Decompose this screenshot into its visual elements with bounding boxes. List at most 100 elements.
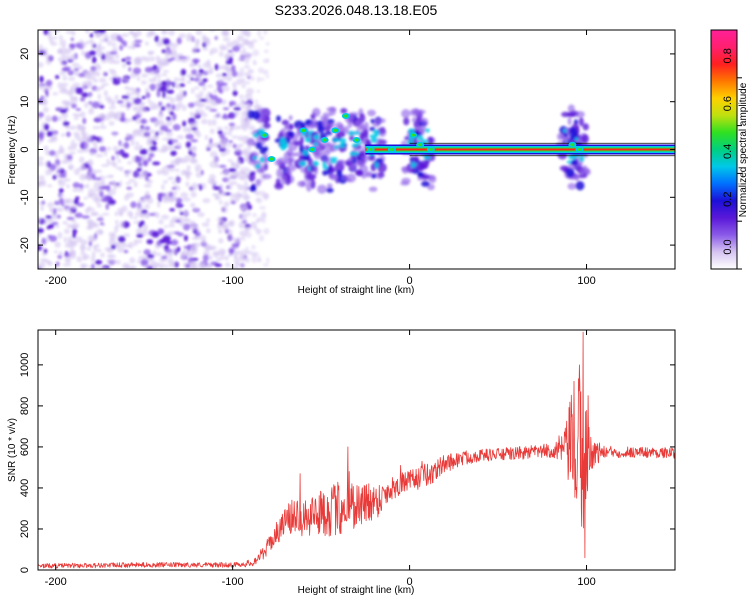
spectrogram-blob <box>222 85 230 92</box>
spectrogram-blob <box>202 78 208 83</box>
hot-spot-core <box>301 128 306 132</box>
spectrogram-signal-lane <box>260 113 675 163</box>
spectrogram-blob <box>148 129 156 134</box>
spectrogram-blob <box>165 95 172 100</box>
spectrogram-blob <box>235 197 240 203</box>
spectrogram-blob <box>136 110 141 115</box>
spectrogram-blob <box>581 167 591 174</box>
spectrogram-blob <box>284 158 293 165</box>
spectrogram-blob <box>92 70 99 77</box>
spectrogram-blob <box>91 101 100 109</box>
spectrogram-blob <box>78 72 85 78</box>
spectrogram-blob <box>73 116 79 121</box>
spectrogram-blob <box>224 255 229 261</box>
spectrogram-blob <box>421 117 429 127</box>
spectrogram-blob <box>58 172 67 178</box>
spectrogram-blob <box>210 47 219 54</box>
spectrogram-blob <box>204 40 211 47</box>
spectrogram-blob <box>125 265 134 269</box>
spectrogram-blob <box>209 160 218 169</box>
spectrogram-blob <box>119 44 124 51</box>
spectrogram-blob <box>45 215 53 219</box>
spectrogram-blob <box>157 78 162 83</box>
spectrogram-blob <box>249 151 259 158</box>
spectrogram-blob <box>175 93 184 101</box>
spectrogram-blob <box>325 143 335 153</box>
spectrogram-blob <box>58 71 67 76</box>
spectrogram-blob <box>229 219 235 227</box>
spectrogram-blob <box>227 253 232 257</box>
spectrogram-blob <box>111 155 115 161</box>
spectrogram-blob <box>167 231 173 237</box>
spectrogram-blob <box>99 125 107 130</box>
spectrogram-blob <box>76 124 84 132</box>
spectrogram-blob <box>299 160 307 167</box>
spectrogram-blob <box>179 211 184 216</box>
spectrogram-blob <box>38 156 44 161</box>
spectrogram-blob <box>243 65 251 69</box>
spectrogram-blob <box>72 188 81 193</box>
spectrogram-blob <box>249 184 257 192</box>
spectrogram-blob <box>89 33 94 38</box>
spectrogram-blob <box>136 167 142 172</box>
spectrogram-blob <box>80 41 88 48</box>
spectrogram-blob <box>106 247 114 254</box>
spectrogram-blob <box>246 102 251 108</box>
spectrogram-blob <box>201 113 208 118</box>
spectrogram-blob <box>129 257 136 264</box>
spectrogram-blob <box>322 170 328 176</box>
spectrogram-blob <box>81 81 86 88</box>
spectrogram-blob <box>94 248 102 253</box>
spectrogram-blob <box>198 262 204 269</box>
spectrogram-blob <box>206 228 211 234</box>
y-tick-label: 10 <box>19 96 31 108</box>
spectrogram-blob <box>306 173 317 181</box>
spectrogram-blob <box>109 161 116 166</box>
spectrogram-blob <box>108 106 117 110</box>
spectrogram-blob <box>114 220 119 225</box>
spectrogram-blob <box>65 259 71 264</box>
spectrogram-blob <box>147 51 154 56</box>
spectrogram-blob <box>121 62 127 69</box>
spectrogram-blob <box>136 204 144 212</box>
spectrogram-blob <box>104 51 111 59</box>
spectrogram-blob <box>344 125 350 134</box>
spectrogram-blob <box>147 254 155 259</box>
spectrogram-blob <box>57 82 62 89</box>
spectrogram-blob <box>374 132 380 137</box>
spectrogram-blob <box>81 215 90 219</box>
spectrogram-blob <box>262 173 272 180</box>
spectrogram-blob <box>67 236 73 243</box>
spectrogram-blob <box>248 69 255 74</box>
spectrogram-blob <box>229 100 237 106</box>
spectrogram-y-label: Frequency (Hz) <box>7 116 18 185</box>
spectrogram-blob <box>149 31 156 36</box>
spectrogram-blob <box>93 145 98 150</box>
spectrogram-blob <box>309 119 319 128</box>
spectrogram-blob <box>97 42 102 49</box>
spectrogram-blob <box>416 135 424 141</box>
spectrogram-blob <box>108 121 115 126</box>
spectrogram-blob <box>139 148 148 155</box>
spectrogram-blob <box>195 101 203 106</box>
spectrogram-blob <box>204 95 209 100</box>
spectrogram-blob <box>75 196 80 200</box>
spectrogram-blob <box>413 156 419 164</box>
spectrogram-blob <box>246 210 251 218</box>
spectrogram-blob <box>229 197 238 202</box>
spectrogram-blob <box>191 182 199 189</box>
spectrogram-blob <box>81 164 85 172</box>
spectrogram-blob <box>259 156 265 163</box>
spectrogram-blob <box>127 160 132 165</box>
spectrogram-blob <box>168 191 174 198</box>
spectrogram-blob <box>215 73 223 78</box>
spectrogram-blob <box>99 136 104 141</box>
spectrogram-blob <box>191 69 198 75</box>
spectrogram-blob <box>219 250 225 258</box>
colorbar-tick-label: 0.2 <box>722 192 734 207</box>
spectrogram-blob <box>338 142 346 149</box>
spectrogram-blob <box>157 129 164 135</box>
spectrogram-blob <box>378 127 387 137</box>
spectrogram-blob <box>92 184 101 189</box>
spectrogram-blob <box>302 149 309 156</box>
